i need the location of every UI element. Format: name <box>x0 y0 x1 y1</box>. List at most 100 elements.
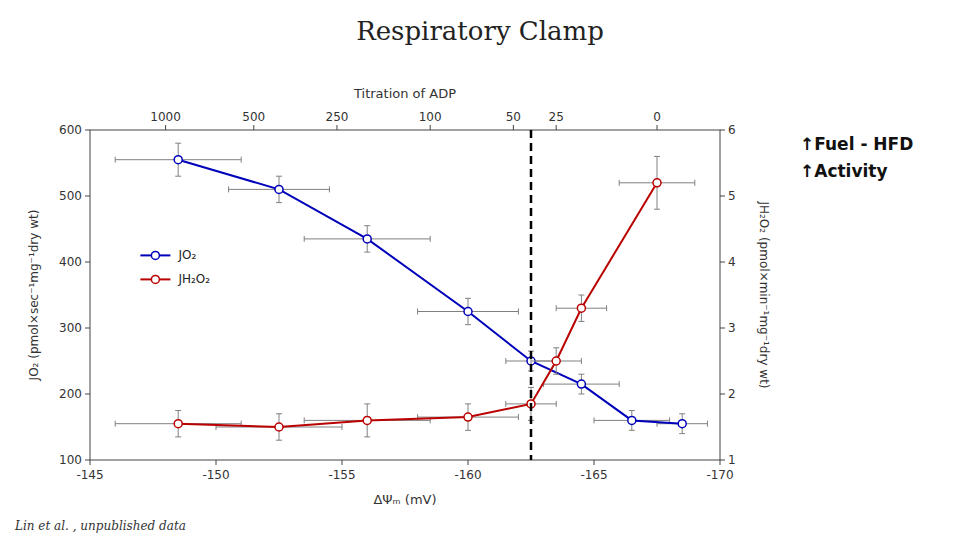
y2-tick <box>720 130 725 131</box>
y2-tick-label: 6 <box>728 123 736 137</box>
error-cap <box>619 381 620 387</box>
error-cap <box>553 347 559 348</box>
error-cap <box>694 180 695 186</box>
x2-tick <box>253 125 254 130</box>
marker <box>174 156 182 164</box>
x-tick <box>342 460 343 465</box>
y-tick <box>85 394 90 395</box>
error-cap <box>276 202 282 203</box>
legend-label: JO₂ <box>177 248 196 262</box>
error-cap <box>276 176 282 177</box>
y-error-bar <box>679 414 685 434</box>
y-error-bar <box>465 404 471 430</box>
background <box>0 0 960 540</box>
y-tick-label: 200 <box>59 387 82 401</box>
x-error-bar <box>115 157 241 163</box>
x-tick <box>90 460 91 465</box>
x-error-bar <box>619 180 695 186</box>
error-cap <box>629 410 635 411</box>
y-error-bar <box>578 295 584 321</box>
error-cap <box>606 305 607 311</box>
x2-tick-label: 500 <box>242 110 265 124</box>
x-tick-label: -170 <box>706 468 733 482</box>
error-cap <box>679 413 685 414</box>
error-bars <box>115 143 707 433</box>
error-cap <box>241 157 242 163</box>
y-error-bar <box>364 404 370 437</box>
x-tick-label: -145 <box>76 468 103 482</box>
marker <box>464 308 472 316</box>
x-tick <box>594 460 595 465</box>
error-cap <box>654 209 660 210</box>
error-cap <box>364 436 370 437</box>
y2-tick-label: 5 <box>728 189 736 203</box>
y-tick <box>85 262 90 263</box>
x2-tick <box>556 125 557 130</box>
marker <box>628 416 636 424</box>
error-cap <box>175 176 181 177</box>
y2-axis-label: JH₂O₂ (pmol×min⁻¹mg⁻¹dry wt) <box>757 200 771 388</box>
y-axis-label: JO₂ (pmol×sec⁻¹mg⁻¹dry wt) <box>27 210 41 382</box>
error-cap <box>417 309 418 315</box>
error-cap <box>465 403 471 404</box>
series <box>115 156 695 440</box>
y-error-bar <box>364 226 370 252</box>
series-line <box>178 160 682 424</box>
x-error-bar <box>531 358 581 364</box>
y-tick <box>85 328 90 329</box>
x2-tick-label: 1000 <box>150 110 181 124</box>
axes: -145-150-155-160-165-170ΔΨₘ (mV)10005002… <box>27 86 771 507</box>
x-tick-label: -165 <box>580 468 607 482</box>
x-tick-label: -155 <box>328 468 355 482</box>
y-error-bar <box>654 156 660 209</box>
error-cap <box>578 295 584 296</box>
error-cap <box>304 236 305 242</box>
annotation-line: Lin et al. , unpublished data <box>14 519 186 533</box>
error-cap <box>115 421 116 427</box>
error-cap <box>465 430 471 431</box>
marker <box>678 420 686 428</box>
x2-tick-label: 0 <box>653 110 661 124</box>
error-cap <box>528 387 534 388</box>
error-cap <box>304 417 305 423</box>
error-cap <box>654 156 660 157</box>
error-cap <box>679 433 685 434</box>
x-error-bar <box>544 381 620 387</box>
legend-label: JH₂O₂ <box>177 272 210 286</box>
error-cap <box>505 358 506 364</box>
error-cap <box>594 417 595 423</box>
marker <box>653 179 661 187</box>
marker <box>577 380 585 388</box>
x-tick <box>720 460 721 465</box>
x2-tick <box>657 125 658 130</box>
x-tick <box>468 460 469 465</box>
x2-tick-label: 50 <box>506 110 521 124</box>
y2-tick <box>720 262 725 263</box>
x-error-bar <box>304 236 430 242</box>
error-cap <box>115 157 116 163</box>
annotation-line: ↑Activity <box>800 161 888 181</box>
error-cap <box>175 410 181 411</box>
y-error-bar <box>276 176 282 202</box>
error-cap <box>578 394 584 395</box>
error-cap <box>518 309 519 315</box>
y-tick <box>85 130 90 131</box>
error-bars <box>115 156 695 440</box>
x-axis-label: ΔΨₘ (mV) <box>373 492 436 507</box>
x-error-bar <box>229 186 330 192</box>
error-cap <box>465 324 471 325</box>
y-error-bar <box>465 298 471 324</box>
y2-tick-label: 1 <box>728 453 736 467</box>
y2-tick-label: 2 <box>728 387 736 401</box>
y2-tick <box>720 196 725 197</box>
y-tick-label: 600 <box>59 123 82 137</box>
error-cap <box>581 358 582 364</box>
x-tick-label: -150 <box>202 468 229 482</box>
error-cap <box>629 430 635 431</box>
error-cap <box>276 440 282 441</box>
y-tick <box>85 460 90 461</box>
marker <box>275 423 283 431</box>
y2-tick <box>720 328 725 329</box>
error-cap <box>175 436 181 437</box>
annotation: ↑Fuel - HFD↑Activity <box>800 134 913 181</box>
